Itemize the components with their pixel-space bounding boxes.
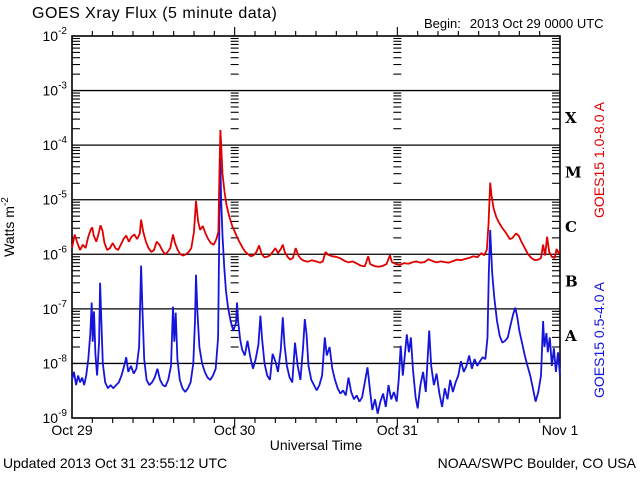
flare-class-C: C	[565, 218, 577, 236]
series-short-xray-line	[71, 157, 561, 414]
flare-class-letters: X M C B A	[564, 109, 582, 345]
source-attribution: NOAA/SWPC Boulder, CO USA	[437, 455, 636, 471]
y-tick-label-1e-5: 10-5	[43, 190, 68, 208]
series-group	[71, 129, 561, 414]
flare-class-M: M	[565, 163, 582, 181]
y-axis-title: Watts m-2	[0, 197, 17, 257]
y-tick-label-1e-3: 10-3	[43, 81, 68, 99]
begin-timestamp: Begin: 2013 Oct 29 0000 UTC	[424, 16, 604, 31]
legend-short-channel: GOES15 0.5-4.0 A	[591, 281, 607, 398]
y-tick-label-1e-4: 10-4	[43, 135, 68, 153]
log-minor-ticks	[72, 37, 560, 348]
flare-class-A: A	[564, 327, 577, 345]
x-axis-title: Universal Time	[269, 437, 363, 453]
x-axis-tick-labels: Oct 29 Oct 30 Oct 31 Nov 1	[51, 422, 578, 438]
flare-class-X: X	[565, 109, 577, 127]
decade-gridlines	[72, 89, 560, 365]
legend-long-channel: GOES15 1.0-8.0 A	[591, 101, 607, 218]
y-tick-label-1e-7: 10-7	[43, 299, 68, 317]
y-tick-label-1e-9: 10-9	[43, 408, 68, 426]
y-axis-tick-labels: 10-2 10-3 10-4 10-5 10-6 10-7 10-8 10-9	[43, 26, 68, 426]
series-long-xray-line	[71, 129, 561, 268]
begin-value: 2013 Oct 29 0000 UTC	[469, 16, 604, 31]
time-ticks	[91, 27, 541, 427]
y-tick-label-1e-2: 10-2	[43, 26, 68, 44]
y-tick-label-1e-6: 10-6	[43, 244, 68, 262]
begin-label: Begin:	[424, 16, 461, 31]
plot-border	[71, 35, 561, 419]
x-tick-label-0: Oct 29	[51, 422, 92, 438]
flare-class-B: B	[565, 273, 578, 291]
updated-timestamp: Updated 2013 Oct 31 23:55:12 UTC	[3, 455, 228, 471]
chart-title: GOES Xray Flux (5 minute data)	[32, 5, 278, 22]
y-tick-label-1e-8: 10-8	[43, 353, 68, 371]
x-tick-label-3: Nov 1	[542, 422, 579, 438]
x-tick-label-1: Oct 30	[214, 422, 255, 438]
x-tick-label-2: Oct 31	[377, 422, 418, 438]
